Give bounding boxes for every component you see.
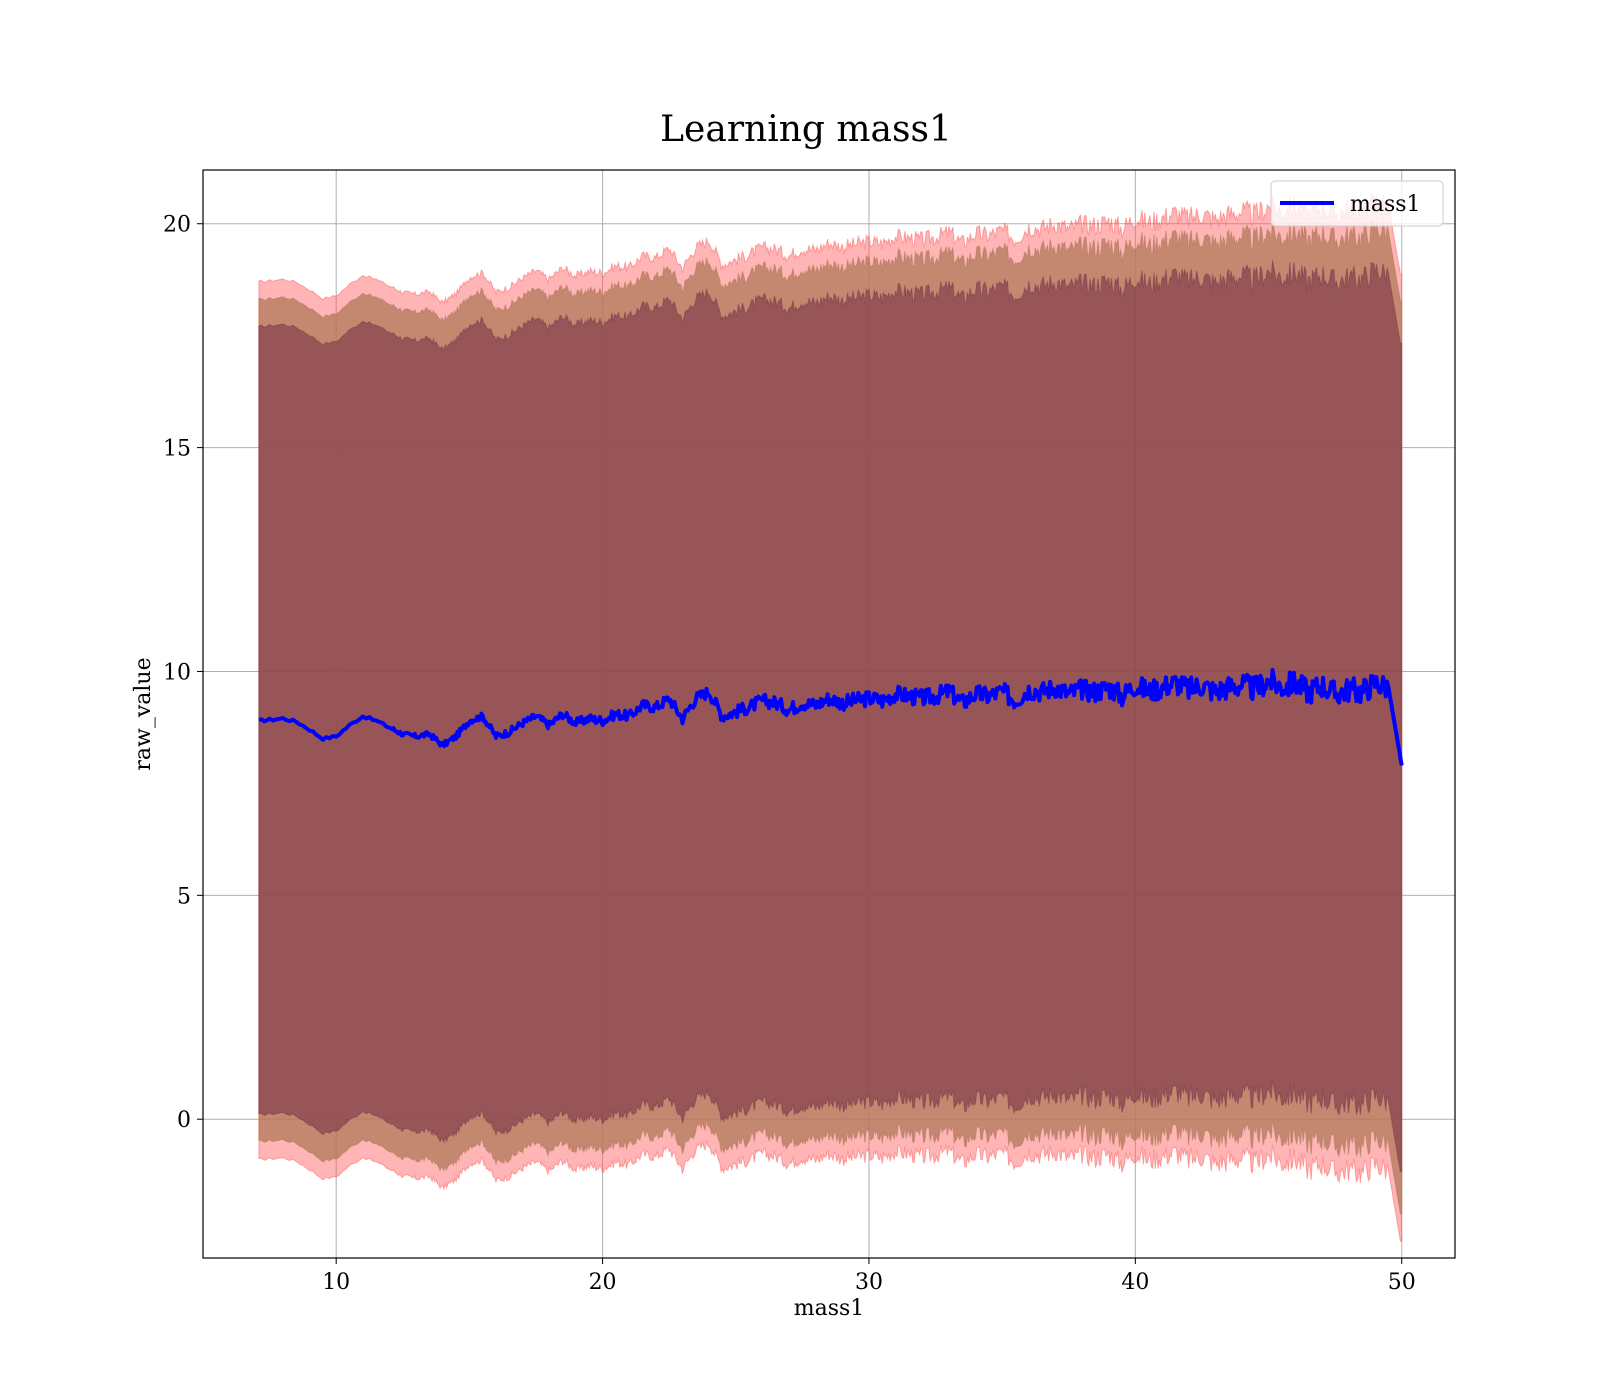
legend: mass1 xyxy=(1270,180,1444,227)
series-line-mass1 xyxy=(258,668,1404,766)
x-tick-label-20: 20 xyxy=(589,1270,617,1295)
y-tick-label-15: 15 xyxy=(163,437,191,462)
x-tick-label-50: 50 xyxy=(1388,1270,1416,1295)
y-tick-label-20: 20 xyxy=(163,213,191,238)
y-tick-label-0: 0 xyxy=(177,1108,191,1133)
x-tick-label-40: 40 xyxy=(1121,1270,1149,1295)
x-tick-label-30: 30 xyxy=(855,1270,883,1295)
band-inner xyxy=(258,260,1403,1173)
y-ticks: 0 5 10 15 20 xyxy=(163,213,203,1133)
chart-title: Learning mass1 xyxy=(660,109,952,150)
x-axis-label: mass1 xyxy=(794,1296,865,1321)
y-tick-label-5: 5 xyxy=(177,884,191,909)
plot-frame xyxy=(202,169,1456,1259)
legend-box xyxy=(1270,180,1444,227)
series-lines xyxy=(258,668,1404,766)
x-tick-label-10: 10 xyxy=(322,1270,350,1295)
legend-label-mass1: mass1 xyxy=(1350,192,1421,217)
x-ticks: 10 20 30 40 50 xyxy=(322,1258,1416,1295)
y-tick-label-10: 10 xyxy=(163,660,191,685)
confidence-bands xyxy=(258,193,1403,1242)
y-axis-label: raw_value xyxy=(131,657,156,770)
